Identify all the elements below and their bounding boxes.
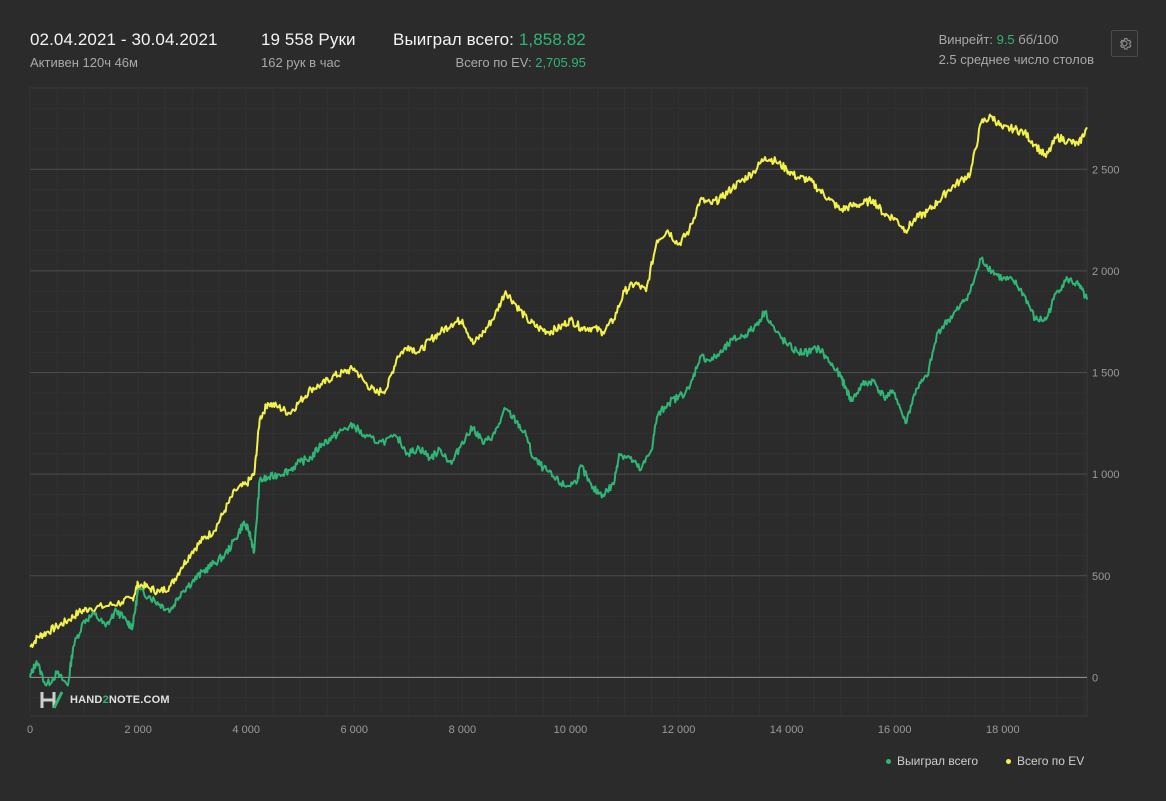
legend-item-ev[interactable]: Всего по EV bbox=[1006, 754, 1084, 768]
ev-total: Всего по EV: 2,705.95 bbox=[393, 55, 586, 70]
plot-area bbox=[29, 87, 1088, 717]
date-range: 02.04.2021 - 30.04.2021 bbox=[30, 30, 218, 49]
winrate-unit: бб/100 bbox=[1018, 32, 1059, 47]
won-label: Выиграл всего: bbox=[393, 30, 515, 49]
stats-winrate-block: Винрейт: 9.5 бб/100 2.5 среднее число ст… bbox=[939, 32, 1094, 67]
y-tick-label: 1 500 bbox=[1092, 368, 1120, 380]
legend-label-ev: Всего по EV bbox=[1017, 754, 1085, 768]
legend-item-won[interactable]: Выиграл всего bbox=[886, 754, 978, 768]
x-tick-label: 4 000 bbox=[232, 724, 260, 736]
x-tick-label: 8 000 bbox=[449, 724, 477, 736]
active-time: Активен 120ч 46м bbox=[30, 55, 138, 70]
x-tick-label: 18 000 bbox=[986, 724, 1020, 736]
won-value: 1,858.82 bbox=[518, 30, 586, 49]
gear-icon bbox=[1119, 38, 1132, 50]
stats-date-block: 02.04.2021 - 30.04.2021 Активен 120ч 46м bbox=[30, 30, 218, 70]
x-tick-label: 14 000 bbox=[770, 724, 804, 736]
ev-value: 2,705.95 bbox=[535, 55, 586, 70]
stats-hands-block: 19 558 Руки 162 рук в час bbox=[261, 30, 356, 70]
x-tick-label: 10 000 bbox=[554, 724, 588, 736]
ev-label: Всего по EV: bbox=[455, 55, 532, 70]
y-tick-label: 2 500 bbox=[1092, 164, 1120, 176]
x-tick-label: 0 bbox=[27, 724, 33, 736]
y-tick-label: 500 bbox=[1092, 571, 1110, 583]
hand2note-logo-icon bbox=[40, 691, 64, 709]
x-tick-label: 2 000 bbox=[124, 724, 152, 736]
y-tick-label: 1 000 bbox=[1092, 469, 1120, 481]
won-total: Выиграл всего: 1,858.82 bbox=[393, 30, 586, 50]
winrate: Винрейт: 9.5 бб/100 bbox=[939, 32, 1094, 47]
x-tick-label: 6 000 bbox=[341, 724, 369, 736]
logo-text-hand: HAND bbox=[70, 694, 103, 706]
legend-dot-ev bbox=[1006, 758, 1011, 764]
series-line-ev bbox=[29, 113, 1088, 648]
series-line-won bbox=[29, 256, 1088, 687]
hand2note-logo: HAND2NOTE.COM bbox=[40, 689, 170, 711]
logo-text-two: 2 bbox=[102, 694, 109, 706]
legend-dot-won bbox=[886, 758, 891, 764]
winrate-value: 9.5 bbox=[996, 32, 1015, 47]
y-tick-label: 0 bbox=[1092, 672, 1098, 684]
logo-text-note: NOTE.COM bbox=[108, 694, 170, 706]
hands-per-hour: 162 рук в час bbox=[261, 55, 341, 70]
legend-label-won: Выиграл всего bbox=[897, 754, 979, 768]
y-tick-label: 2 000 bbox=[1092, 266, 1120, 278]
x-tick-label: 16 000 bbox=[878, 724, 912, 736]
x-tick-label: 12 000 bbox=[662, 724, 696, 736]
winrate-label: Винрейт: bbox=[938, 32, 993, 47]
hand2note-logo-text: HAND2NOTE.COM bbox=[70, 694, 170, 706]
stats-won-block: Выиграл всего: 1,858.82 Всего по EV: 2,7… bbox=[393, 30, 586, 70]
hands-count: 19 558 Руки bbox=[261, 30, 356, 49]
avg-tables: 2.5 среднее число столов bbox=[938, 52, 1094, 67]
settings-button[interactable] bbox=[1111, 30, 1138, 57]
